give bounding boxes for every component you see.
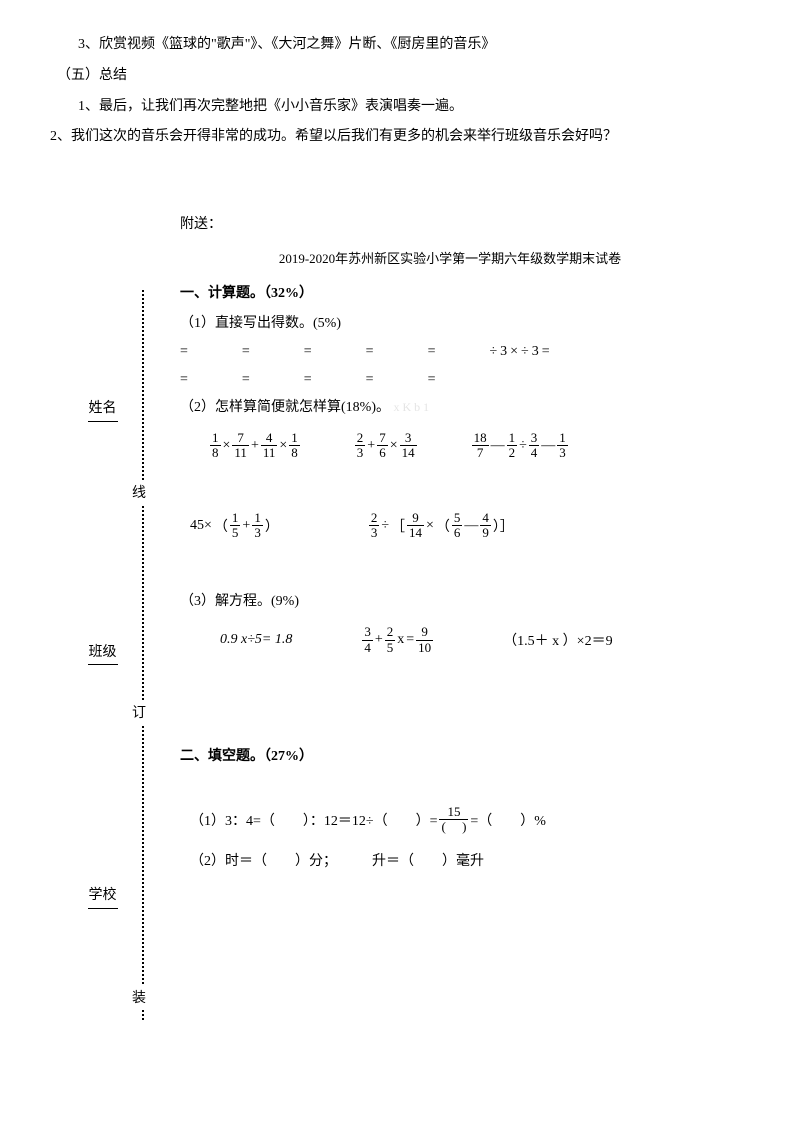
- section2-title: 二、填空题。（27%）: [180, 745, 750, 765]
- exam-title: 2019-2020年苏州新区实验小学第一学期六年级数学期末试卷: [150, 248, 750, 267]
- subsection-1-2: （2）怎样算简便就怎样算(18%)。 x K b 1: [180, 396, 750, 416]
- fill-row-1: （1）3：4=（ ）：12＝12÷（ ）= 15 ( ) =（ ）%: [190, 805, 750, 835]
- fill1-suffix: =（ ）%: [470, 810, 546, 830]
- subsection-1-1: （1）直接写出得数。(5%): [180, 312, 750, 332]
- expr-r3e3: （1.5＋ x ）×2＝9: [503, 630, 612, 650]
- fill1-frac: 15 ( ): [439, 805, 468, 835]
- attach-label: 附送：: [180, 213, 750, 233]
- watermark-text: x K b 1: [394, 400, 430, 414]
- fill1-expr: （1）3：4=（ ）：12＝12÷（ ）= 15 ( ) =（ ）%: [190, 805, 546, 835]
- expr-r1e2: 23+76×314: [355, 431, 417, 461]
- label-xingming: 姓名: [88, 401, 118, 422]
- label-banji: 班级: [88, 645, 118, 666]
- top-text-3: 1、最后，让我们再次完整地把《小小音乐家》表演唱奏一遍。: [50, 92, 750, 123]
- expr-r3e2: 34+25x = 910: [362, 625, 433, 655]
- fill-row-2: （2）时＝（ ）分； 升＝（ ）毫升: [190, 850, 750, 870]
- eq-row-2: = = = = =: [180, 368, 750, 388]
- expr-r1e3: 187—12÷34—13: [472, 431, 568, 461]
- math-row-3: 0.9 x÷5= 1.8 34+25x = 910 （1.5＋ x ）×2＝9: [220, 625, 750, 655]
- binding-dot-xian: 线: [132, 480, 146, 504]
- expr-r3e1: 0.9 x÷5= 1.8: [220, 632, 292, 648]
- binding-dot-ding: 订: [132, 700, 146, 724]
- subsection-1-3: （3）解方程。(9%): [180, 590, 750, 610]
- binding-labels: 姓名 班级 学校: [85, 290, 120, 1020]
- top-text-1: 3、欣赏视频《篮球的"歌声"》、《大河之舞》片断、《厨房里的音乐》: [50, 30, 750, 61]
- expr-r2e2: 23÷［914×（56—49）］: [369, 511, 514, 541]
- eq-row-1: = = = = = ÷3×÷3=: [180, 340, 750, 360]
- top-text-2: （五）总结: [57, 61, 750, 92]
- math-row-2: 45×（15+13） 23÷［914×（56—49）］: [190, 511, 750, 541]
- binding-dotted-line: [142, 290, 144, 1020]
- math-row-1: 18×711+411×18 23+76×314 187—12÷34—13: [210, 431, 750, 461]
- fill1-text: （1）3：4=（ ）：12＝12÷（ ）=: [190, 810, 437, 830]
- expr-r2e1: 45×（15+13）: [190, 511, 279, 541]
- top-text-4: 2、我们这次的音乐会开得非常的成功。希望以后我们有更多的机会来举行班级音乐会好吗…: [50, 122, 750, 153]
- expr-r1e1: 18×711+411×18: [210, 431, 300, 461]
- section1-title: 一、计算题。（32%）: [180, 282, 750, 302]
- sub12-prefix: （2）怎样算简便就怎样算(18%)。: [180, 400, 390, 415]
- label-xuexiao: 学校: [88, 888, 118, 909]
- binding-dot-zhuang: 装: [132, 985, 146, 1009]
